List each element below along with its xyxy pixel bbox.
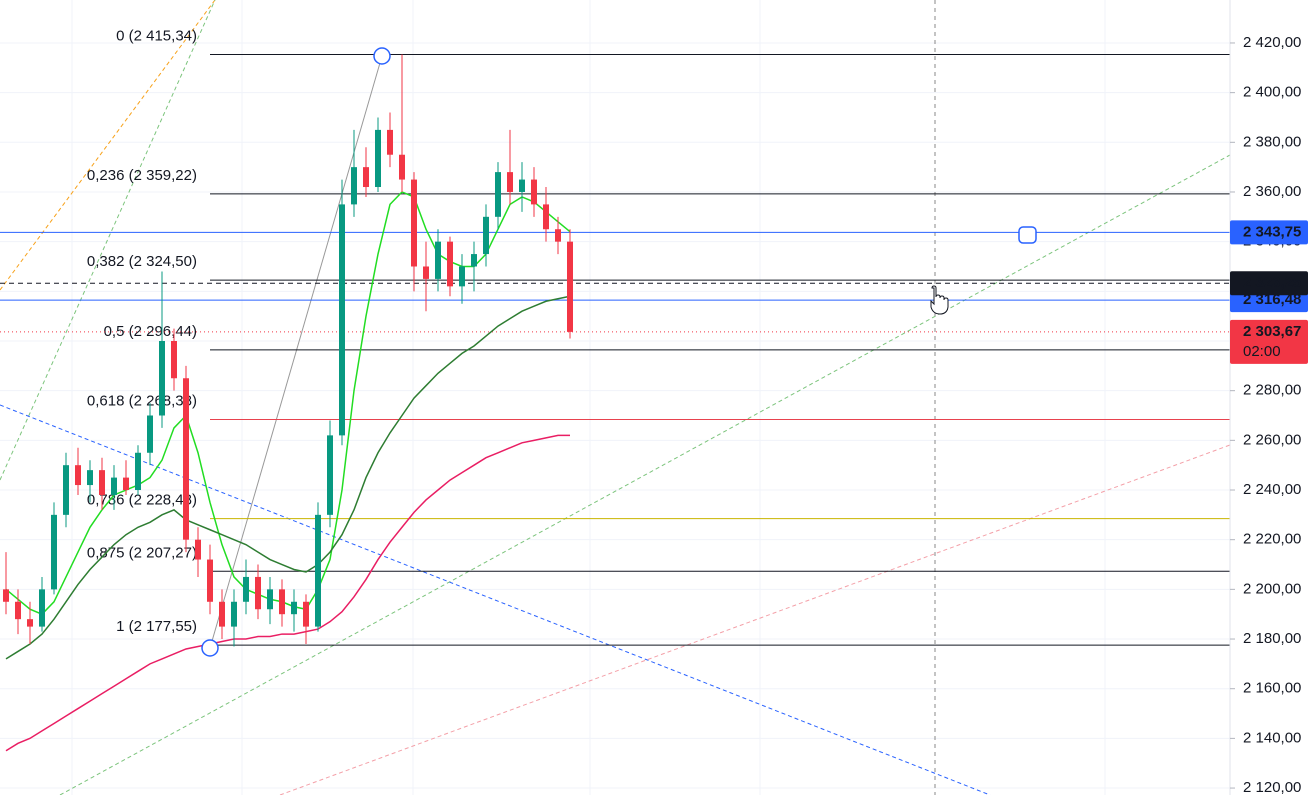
candle-body — [219, 601, 225, 627]
candle-body — [531, 179, 537, 205]
fib-label: 0,875 (2 207,27) — [87, 544, 197, 561]
levels: 0 (2 415,34) 0,236 (2 359,22) 0,382 (2 324… — [0, 28, 1230, 646]
y-tick-label: 2 360,00 — [1243, 183, 1301, 200]
candle-body — [507, 172, 513, 192]
candle-body — [291, 601, 297, 615]
candle-body — [99, 470, 105, 495]
price-tag — [1230, 271, 1308, 296]
candle-body — [255, 576, 261, 610]
candle-body — [387, 129, 393, 155]
candle-body — [327, 435, 333, 515]
candle-body — [567, 241, 573, 332]
candle-body — [183, 378, 189, 540]
candle-body — [159, 340, 165, 416]
fib-label: 0,382 (2 324,50) — [87, 253, 197, 270]
candle-body — [63, 465, 69, 515]
candle-body — [315, 514, 321, 627]
y-tick-label: 2 140,00 — [1243, 729, 1301, 746]
candle-body — [147, 415, 153, 453]
candle-body — [231, 601, 237, 627]
candle-body — [411, 179, 417, 267]
price-tags: 2 343,75 2 316,482 323,25 2 303,67 02:00 — [1230, 220, 1308, 364]
moving-average — [5, 295, 571, 660]
candle-body — [135, 452, 141, 491]
y-tick-label: 2 400,00 — [1243, 84, 1301, 101]
y-tick-label: 2 220,00 — [1243, 531, 1301, 548]
y-tick-label: 2 280,00 — [1243, 382, 1301, 399]
price-tag-countdown: 02:00 — [1243, 343, 1281, 360]
vertical-grid — [71, 0, 1106, 795]
fib-label: 0,5 (2 296,44) — [104, 323, 197, 340]
candle-body — [171, 340, 177, 379]
y-tick-label: 2 420,00 — [1243, 34, 1301, 51]
y-tick-label: 2 200,00 — [1243, 580, 1301, 597]
y-tick-label: 2 120,00 — [1243, 779, 1301, 795]
candle-body — [15, 601, 21, 620]
candle-body — [483, 216, 489, 255]
candle-body — [27, 619, 33, 627]
candle-body — [447, 241, 453, 287]
fib-label: 1 (2 177,55) — [116, 618, 197, 635]
candle-body — [351, 167, 357, 205]
anchors — [201, 47, 1037, 657]
candle-body — [75, 465, 81, 486]
y-tick-label: 2 260,00 — [1243, 431, 1301, 448]
candle-body — [471, 254, 477, 267]
candle-body — [123, 477, 129, 491]
candle-body — [495, 172, 501, 217]
candle-body — [459, 266, 465, 287]
candle-body — [39, 589, 45, 627]
candle-body — [519, 179, 525, 192]
fib-label: 0,236 (2 359,22) — [87, 167, 197, 184]
fib-label: 0 (2 415,34) — [116, 28, 197, 45]
y-tick-label: 2 180,00 — [1243, 630, 1301, 647]
candle-body — [339, 204, 345, 436]
moving-average — [5, 434, 570, 752]
price-axis — [1230, 0, 1308, 795]
candle-body — [423, 266, 429, 279]
fib-label: 0,618 (2 268,38) — [87, 392, 197, 409]
price-tag — [1230, 319, 1308, 364]
candle-body — [111, 477, 117, 495]
candle-body — [399, 154, 405, 180]
price-tag-label: 2 343,75 — [1243, 223, 1301, 240]
candle-body — [279, 589, 285, 615]
candle-body — [267, 589, 273, 610]
candle-body — [375, 129, 381, 188]
candle-body — [51, 514, 57, 590]
candles — [3, 54, 573, 647]
y-tick-label: 2 240,00 — [1243, 481, 1301, 498]
price-tag — [1230, 220, 1308, 245]
candle-body — [543, 204, 549, 230]
candle-body — [207, 559, 213, 602]
candle-body — [363, 167, 369, 188]
candle-body — [195, 539, 201, 560]
y-tick-label: 2 380,00 — [1243, 133, 1301, 150]
candle-body — [87, 470, 93, 486]
price-tag-label: 2 303,67 — [1243, 323, 1301, 340]
horizontal-grid — [0, 42, 1230, 789]
candle-body — [435, 241, 441, 279]
trend-lines — [0, 0, 1231, 795]
price-tag-label: 2 323,25 — [1243, 274, 1301, 291]
candle-body — [303, 601, 309, 627]
candle-body — [243, 576, 249, 602]
candle-body — [555, 229, 561, 242]
candle-body — [3, 589, 9, 602]
price-tag-label: 2 316,48 — [1243, 291, 1301, 308]
y-tick-label: 2 160,00 — [1243, 680, 1301, 697]
